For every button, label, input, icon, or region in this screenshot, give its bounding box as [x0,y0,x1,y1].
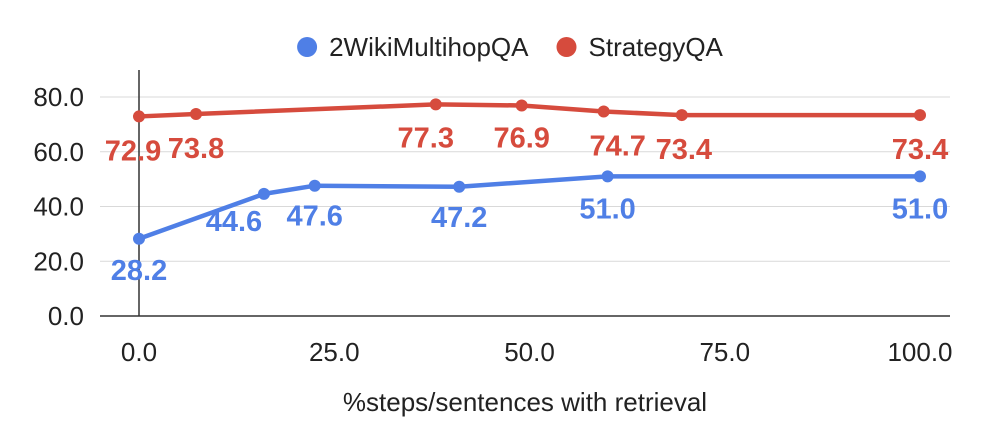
y-tick-label: 60.0 [33,137,84,167]
grid-lines [100,96,950,317]
data-point [257,187,270,200]
x-axis-label: %steps/sentences with retrieval [343,387,707,417]
series-strategyqa: 72.9 73.8 77.3 76.9 74.7 73.4 73.4 [105,98,948,167]
data-label: 47.2 [431,202,487,234]
y-tick-label: 20.0 [33,246,84,276]
x-tick-label: 75.0 [699,337,750,367]
series-line [138,174,920,241]
data-point [597,105,610,118]
legend: 2WikiMultihopQA StrategyQA [297,32,724,62]
series-layer: 28.2 44.6 47.6 47.2 51.0 51.0 72.9 73.8 77.3 76.9… [105,98,948,287]
x-tick-label: 50.0 [504,337,555,367]
data-label: 74.7 [589,131,645,163]
data-label: 77.3 [398,122,454,154]
data-point [429,98,442,111]
data-point [601,170,614,183]
series-2wikimultihopqa: 28.2 44.6 47.6 47.2 51.0 51.0 [111,170,948,287]
series-line [138,102,920,119]
y-tick-label: 0.0 [48,301,84,331]
legend-marker [297,37,318,57]
data-label: 44.6 [206,206,262,238]
data-label: 72.9 [105,135,161,167]
data-label: 47.6 [286,201,342,233]
data-point [133,110,145,123]
data-label: 73.4 [892,134,948,166]
data-point [308,179,321,192]
x-tick-label: 25.0 [309,337,360,367]
data-point [914,170,926,183]
y-tick-label: 40.0 [33,192,84,222]
legend-label: StrategyQA [589,32,724,62]
legend-marker [556,37,577,57]
data-label: 51.0 [892,193,948,225]
data-point [914,109,926,122]
legend-item: StrategyQA [556,32,724,62]
data-label: 73.4 [656,134,712,166]
data-label: 51.0 [579,193,635,225]
data-label: 28.2 [111,255,167,287]
data-point [190,107,203,120]
data-point [515,99,528,112]
data-point [675,109,688,122]
y-tick-label: 80.0 [33,82,84,112]
x-axis: 0.0 25.0 50.0 75.0 100.0 [121,337,953,367]
legend-label: 2WikiMultihopQA [329,32,529,62]
x-tick-label: 100.0 [887,337,952,367]
x-tick-label: 0.0 [121,337,157,367]
data-point [133,232,145,245]
data-label: 73.8 [168,133,224,165]
y-axis: 0.0 20.0 40.0 60.0 80.0 [33,70,140,331]
data-point [453,180,466,193]
data-label: 76.9 [493,122,549,154]
legend-item: 2WikiMultihopQA [297,32,529,62]
